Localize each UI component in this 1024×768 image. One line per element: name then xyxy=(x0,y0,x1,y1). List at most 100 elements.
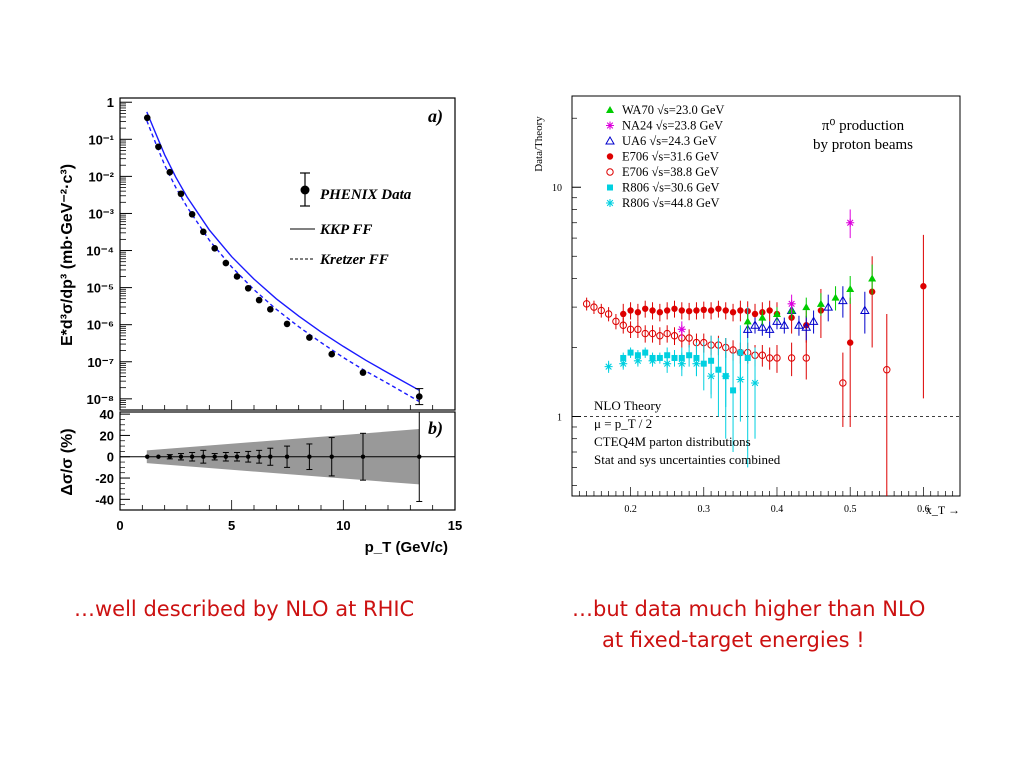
data-point xyxy=(612,317,620,326)
phenix-data-point xyxy=(415,393,423,400)
x-tick-label: 10 xyxy=(336,518,350,533)
data-point xyxy=(707,372,716,381)
data-point xyxy=(642,305,649,312)
data-point xyxy=(677,359,686,368)
data-point xyxy=(582,300,591,308)
phenix-data-point xyxy=(200,228,207,236)
phenix-data-point xyxy=(255,296,263,304)
annotation-line: CTEQ4M parton distributions xyxy=(594,434,751,449)
right-subtitle: by proton beams xyxy=(813,137,913,153)
data-point xyxy=(620,310,627,318)
y-tick-label: 10⁻⁸ xyxy=(87,392,114,407)
data-point xyxy=(663,359,672,368)
residual-point xyxy=(284,454,290,459)
residual-point xyxy=(201,454,206,459)
residual-point xyxy=(167,454,173,459)
data-point xyxy=(737,307,744,314)
residual-point xyxy=(212,454,217,459)
residual-point xyxy=(156,454,161,459)
residual-point xyxy=(268,454,273,459)
legend-marker-phenix-dot xyxy=(300,185,310,195)
y-tick-label: 10⁻⁶ xyxy=(87,318,114,333)
data-point xyxy=(693,307,700,314)
data-point xyxy=(920,283,927,290)
phenix-data-point xyxy=(306,334,313,341)
data-point xyxy=(715,366,722,373)
residual-point xyxy=(307,454,312,459)
data-point xyxy=(742,324,753,333)
data-point xyxy=(671,354,678,361)
data-point xyxy=(656,332,664,340)
data-point xyxy=(816,299,825,307)
data-point xyxy=(663,329,671,338)
data-point xyxy=(758,313,767,321)
y-tick-label: 1 xyxy=(557,412,562,423)
legend-marker xyxy=(606,168,614,176)
right-plot-frame xyxy=(571,95,961,497)
legend-label-kretzer: Kretzer FF xyxy=(319,252,389,268)
phenix-data-point xyxy=(233,273,241,280)
data-point xyxy=(656,354,663,361)
annotation-line: μ = p_T / 2 xyxy=(594,416,652,431)
legend-label: E706 √s=38.8 GeV xyxy=(622,165,719,179)
data-point xyxy=(823,302,834,311)
data-point xyxy=(808,316,819,325)
data-point xyxy=(846,339,854,346)
panel-a-label: a) xyxy=(428,106,443,127)
phenix-data-point xyxy=(283,320,291,328)
data-point xyxy=(626,325,635,334)
panel-b-label: b) xyxy=(428,418,443,439)
phenix-data-point xyxy=(166,168,174,176)
data-point xyxy=(722,307,729,314)
x-tick-label: 15 xyxy=(448,518,462,533)
data-point xyxy=(773,354,781,362)
data-point xyxy=(787,299,796,308)
y-tick-label: 10⁻⁵ xyxy=(87,281,114,296)
data-point xyxy=(641,329,649,338)
data-point xyxy=(721,372,730,381)
annotation-line: Stat and sys uncertainties combined xyxy=(594,452,781,467)
y-tick-label: 20 xyxy=(100,428,114,443)
annotation-line: NLO Theory xyxy=(594,398,662,413)
data-point xyxy=(846,218,855,227)
phenix-chart: 1 10⁻¹ 10⁻² 10⁻³ 10⁻⁴ 10⁻⁵ 10⁻⁶ 10⁻⁷ 10⁻⁸ 0 5 10 15… xyxy=(59,95,462,556)
right-title: π⁰ production xyxy=(822,118,905,134)
data-point xyxy=(730,387,737,394)
data-point xyxy=(686,352,693,359)
data-point xyxy=(794,320,804,329)
data-point xyxy=(604,310,613,318)
data-point xyxy=(839,379,847,387)
kkp-curve xyxy=(146,111,420,391)
data-point xyxy=(846,284,855,292)
data-point xyxy=(671,305,678,312)
data-point xyxy=(634,309,642,316)
data-point xyxy=(642,349,649,356)
legend-marker xyxy=(606,199,614,207)
x-tick-label: 5 xyxy=(228,518,235,533)
data-theory-chart: 1 10 0.2 0.3 0.4 0.5 0.6 Data/Theory x_T → π⁰ … xyxy=(533,95,961,517)
y-tick-label: 10⁻³ xyxy=(88,206,114,221)
data-point xyxy=(772,309,781,317)
data-point xyxy=(831,293,840,301)
data-point xyxy=(619,321,627,329)
data-point xyxy=(619,359,628,368)
y-tick-label: 1 xyxy=(107,95,114,110)
caption-right-line2: at fixed-target energies ! xyxy=(602,628,865,652)
data-point xyxy=(744,354,751,361)
data-point xyxy=(677,325,686,334)
right-ylabel: Data/Theory xyxy=(533,116,545,172)
panel-b-ylabel: Δσ/σ (%) xyxy=(59,428,76,495)
data-point xyxy=(868,274,877,282)
x-tick-label: 0.4 xyxy=(771,504,784,515)
data-point xyxy=(649,307,656,314)
residual-point xyxy=(417,454,422,459)
data-point xyxy=(597,306,605,315)
caption-left: …well described by NLO at RHIC xyxy=(74,597,415,621)
phenix-data-point xyxy=(222,259,230,267)
data-point xyxy=(758,351,767,359)
panel-a-plot: 1 10⁻¹ 10⁻² 10⁻³ 10⁻⁴ 10⁻⁵ 10⁻⁶ 10⁻⁷ 10⁻⁸ xyxy=(86,95,456,410)
data-point xyxy=(685,307,693,315)
data-point xyxy=(627,307,634,314)
data-point xyxy=(751,378,760,387)
data-point xyxy=(648,329,657,338)
